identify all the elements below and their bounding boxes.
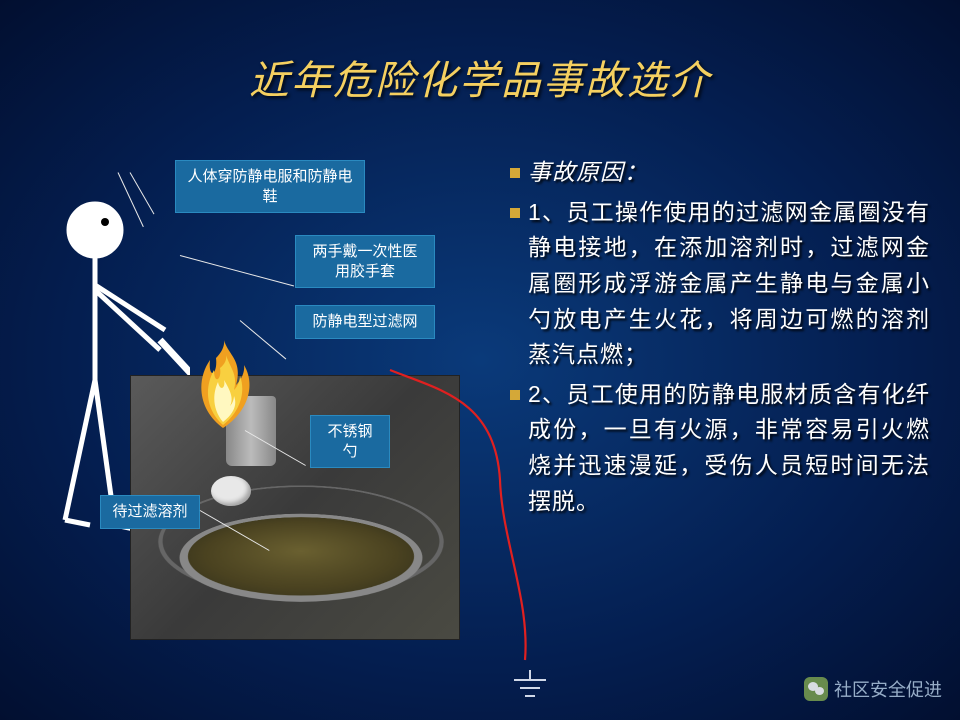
- label-ladle: 不锈钢勺: [310, 415, 390, 468]
- label-solvent: 待过滤溶剂: [100, 495, 200, 529]
- filter-cup: [226, 396, 276, 466]
- diagram-panel: 人体穿防静电服和防静电鞋 两手戴一次性医用胶手套 防静电型过滤网 不锈钢勺 待过…: [0, 130, 490, 690]
- wechat-icon: [804, 677, 828, 701]
- bullet-icon: [510, 208, 520, 218]
- pointer-line: [240, 320, 287, 359]
- watermark-text: 社区安全促进: [834, 676, 942, 702]
- label-gloves: 两手戴一次性医用胶手套: [295, 235, 435, 288]
- bullet-icon: [510, 168, 520, 178]
- label-antistatic-clothing: 人体穿防静电服和防静电鞋: [175, 160, 365, 213]
- text-panel: 事故原因： 1、员工操作使用的过滤网金属圈没有静电接地，在添加溶剂时，过滤网金属…: [510, 155, 930, 523]
- label-filter: 防静电型过滤网: [295, 305, 435, 339]
- cause-point-1: 1、员工操作使用的过滤网金属圈没有静电接地，在添加溶剂时，过滤网金属圈形成浮游金…: [528, 195, 930, 373]
- pointer-line: [180, 255, 294, 287]
- bullet-icon: [510, 390, 520, 400]
- steel-ladle: [211, 476, 251, 506]
- cause-header: 事故原因：: [528, 155, 648, 191]
- cause-point-2: 2、员工使用的防静电服材质含有化纤成份，一旦有火源，非常容易引火燃烧并迅速漫延，…: [528, 377, 930, 520]
- watermark: 社区安全促进: [804, 676, 942, 702]
- ground-symbol-icon: [510, 670, 550, 702]
- slide-title: 近年危险化学品事故选介: [0, 0, 960, 106]
